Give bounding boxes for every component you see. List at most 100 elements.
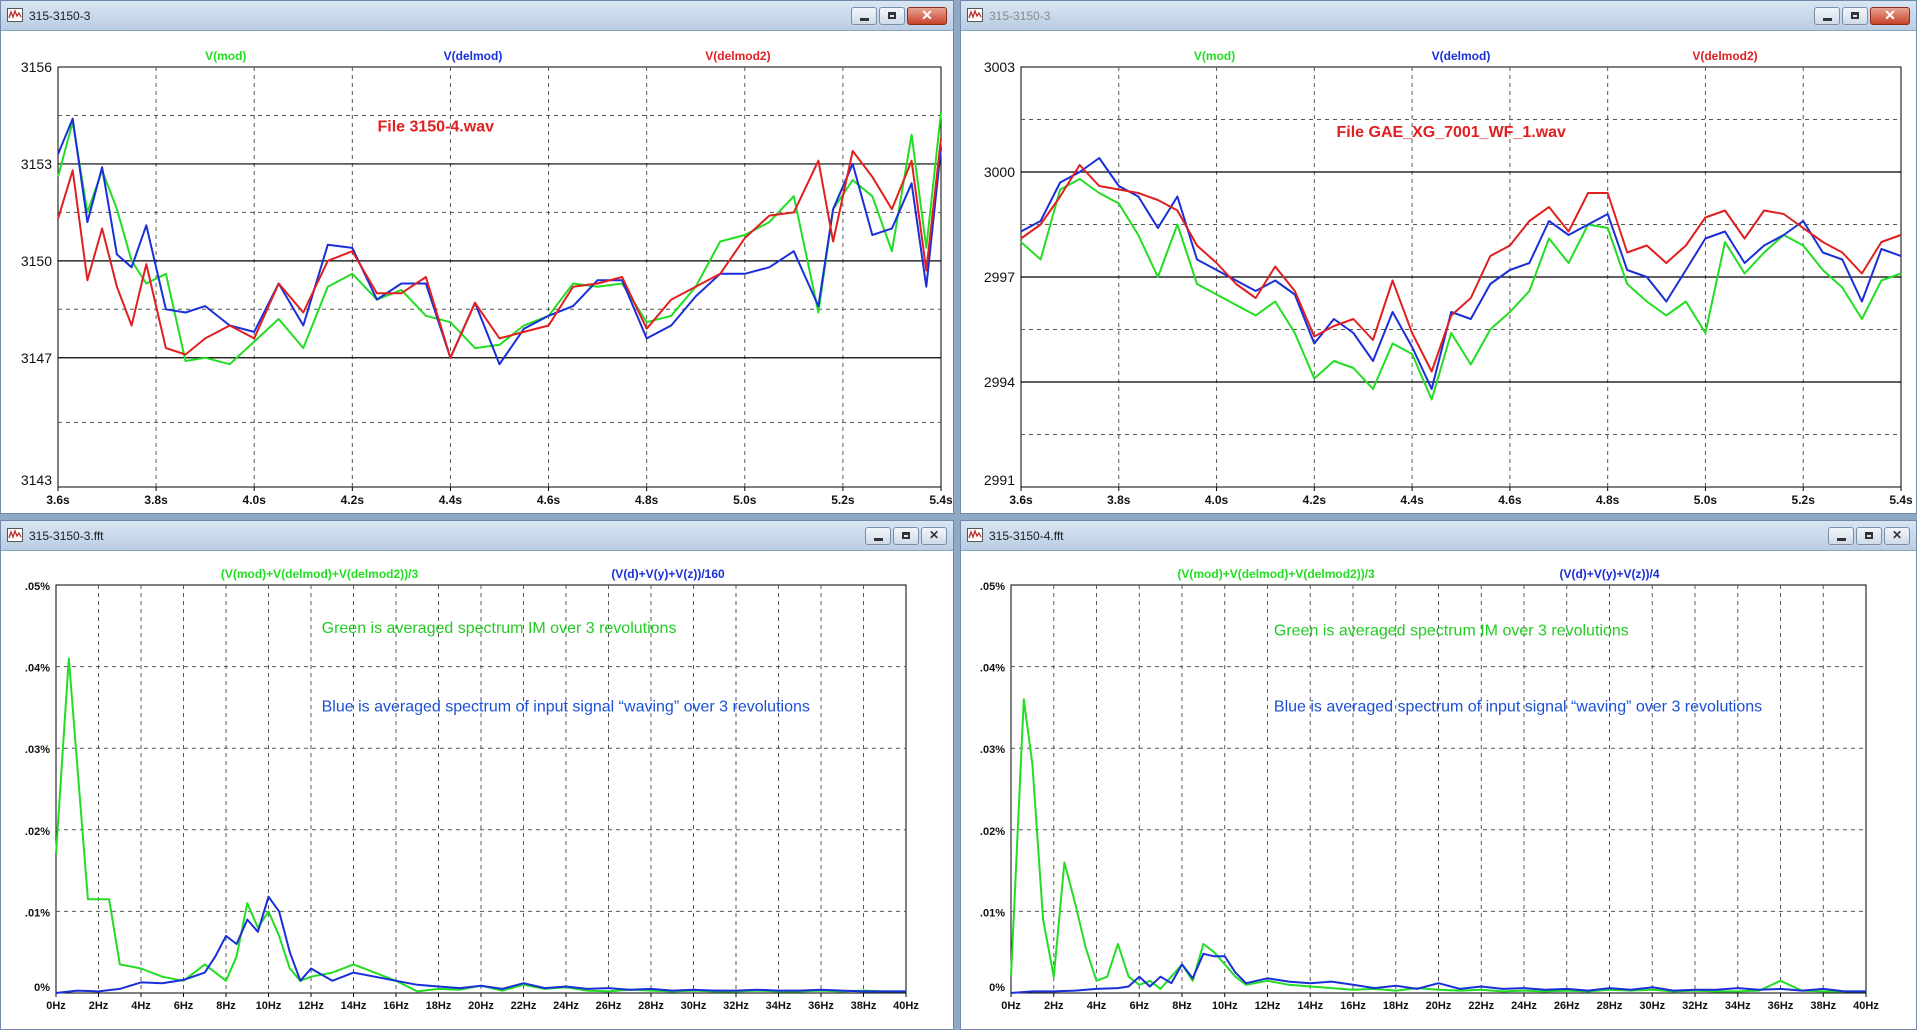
y-tick-label: 0%: [34, 982, 50, 994]
y-tick-label: .01%: [25, 907, 50, 919]
plot-area: [57, 66, 942, 488]
y-tick-label: 3153: [21, 156, 52, 172]
maximize-button[interactable]: [893, 527, 919, 545]
x-tick-label: 12Hz: [298, 1000, 324, 1012]
trace-label[interactable]: (V(d)+V(y)+V(z))/160: [611, 567, 725, 581]
y-tick-label: .05%: [25, 581, 50, 593]
maximize-icon: [902, 532, 910, 539]
x-tick-label: 5.0s: [733, 493, 757, 507]
x-tick-label: 4.0s: [1205, 493, 1229, 507]
x-tick-label: 22Hz: [1468, 1000, 1494, 1012]
series-line-2: [57, 137, 942, 359]
fft-window-1[interactable]: 315-3150-3.fft ✕ 0Hz 2Hz 4Hz 6Hz 8Hz 10Hz 12Hz…: [0, 520, 954, 1030]
x-tick-label: 36Hz: [808, 1000, 834, 1012]
maximize-button[interactable]: [1842, 7, 1868, 25]
close-icon: ✕: [921, 7, 933, 23]
plot-window-2[interactable]: 315-3150-3 ✕ 3.6s 3.8s 4.0s 4.2s 4.4s 4.6s 4.8…: [960, 0, 1917, 514]
x-tick-label: 6Hz: [1129, 1000, 1149, 1012]
close-button[interactable]: ✕: [1884, 527, 1910, 545]
x-tick-label: 4Hz: [1087, 1000, 1107, 1012]
x-tick-label: 20Hz: [468, 1000, 494, 1012]
x-tick-label: 4.4s: [1400, 493, 1424, 507]
trace-label[interactable]: V(delmod2): [705, 49, 770, 63]
fft-plot[interactable]: 0Hz 2Hz 4Hz 6Hz 8Hz 10Hz 12Hz 14Hz 16Hz 18Hz 20Hz 2…: [1, 551, 953, 1029]
x-tick-label: 6Hz: [174, 1000, 194, 1012]
x-tick-label: 2Hz: [89, 1000, 109, 1012]
trace-label[interactable]: V(delmod): [1432, 49, 1491, 63]
annotation-text: File GAE_XG_7001_WF_1.wav: [1336, 124, 1566, 141]
x-tick-label: 8Hz: [1172, 1000, 1192, 1012]
y-tick-label: 0%: [989, 982, 1005, 994]
maximize-icon: [888, 12, 896, 19]
x-tick-label: 3.8s: [144, 493, 168, 507]
x-tick-label: 5.4s: [929, 493, 953, 507]
waveform-icon: [967, 8, 983, 22]
maximize-button[interactable]: [879, 7, 905, 25]
x-tick-label: 18Hz: [1383, 1000, 1409, 1012]
series-line-0: [1020, 178, 1902, 401]
close-button[interactable]: ✕: [907, 7, 947, 25]
x-tick-label: 4.6s: [1498, 493, 1522, 507]
x-tick-label: 22Hz: [511, 1000, 537, 1012]
x-tick-label: 5.2s: [831, 493, 855, 507]
x-tick-label: 38Hz: [1810, 1000, 1836, 1012]
title-bar[interactable]: 315-3150-3.fft ✕: [1, 521, 953, 551]
x-tick-label: 18Hz: [426, 1000, 452, 1012]
maximize-button[interactable]: [1856, 527, 1882, 545]
waveform-plot[interactable]: 3.6s 3.8s 4.0s 4.2s 4.4s 4.6s 4.8s 5.0s 5.2s 5.4s…: [961, 31, 1916, 513]
series-line-1: [1010, 952, 1866, 994]
trace-label[interactable]: V(mod): [1194, 49, 1235, 63]
x-tick-label: 4.8s: [1596, 493, 1620, 507]
minimize-button[interactable]: [1828, 527, 1854, 545]
x-tick-label: 40Hz: [893, 1000, 919, 1012]
x-tick-label: 30Hz: [681, 1000, 707, 1012]
series-line-2: [1020, 164, 1902, 373]
x-tick-label: 12Hz: [1255, 1000, 1281, 1012]
y-tick-label: 3147: [21, 350, 52, 366]
waveform-icon: [967, 528, 983, 542]
trace-label[interactable]: V(delmod2): [1692, 49, 1757, 63]
annotation-text: Blue is averaged spectrum of input signa…: [322, 698, 810, 715]
x-tick-label: 10Hz: [256, 1000, 282, 1012]
minimize-button[interactable]: [851, 7, 877, 25]
trace-label[interactable]: (V(mod)+V(delmod)+V(delmod2))/3: [1177, 567, 1375, 581]
x-tick-label: 0Hz: [1001, 1000, 1021, 1012]
x-tick-label: 8Hz: [216, 1000, 236, 1012]
annotation-text: File 3150-4.wav: [377, 119, 494, 136]
minimize-button[interactable]: [1814, 7, 1840, 25]
close-button[interactable]: ✕: [1870, 7, 1910, 25]
series-line-1: [1020, 157, 1902, 390]
x-tick-label: 40Hz: [1853, 1000, 1879, 1012]
fft-window-2[interactable]: 315-3150-4.fft ✕ 0Hz 2Hz 4Hz 6Hz 8Hz 10Hz 12Hz…: [960, 520, 1917, 1030]
y-tick-label: .02%: [980, 826, 1005, 838]
x-tick-label: 4.8s: [635, 493, 659, 507]
x-tick-label: 36Hz: [1768, 1000, 1794, 1012]
trace-label[interactable]: (V(mod)+V(delmod)+V(delmod2))/3: [221, 567, 419, 581]
y-tick-label: .03%: [980, 744, 1005, 756]
x-tick-label: 4.2s: [341, 493, 365, 507]
title-bar[interactable]: 315-3150-3 ✕: [1, 1, 953, 31]
x-tick-label: 20Hz: [1426, 1000, 1452, 1012]
minimize-icon: [1823, 18, 1832, 21]
fft-plot[interactable]: 0Hz 2Hz 4Hz 6Hz 8Hz 10Hz 12Hz 14Hz 16Hz 18Hz 20Hz 2…: [961, 551, 1916, 1029]
x-tick-label: 0Hz: [46, 1000, 66, 1012]
y-tick-label: .01%: [980, 907, 1005, 919]
title-bar[interactable]: 315-3150-3 ✕: [961, 1, 1916, 31]
x-tick-label: 30Hz: [1639, 1000, 1665, 1012]
minimize-button[interactable]: [865, 527, 891, 545]
title-bar[interactable]: 315-3150-4.fft ✕: [961, 521, 1916, 551]
trace-label[interactable]: V(mod): [205, 49, 246, 63]
series-line-1: [55, 895, 906, 994]
x-tick-label: 4Hz: [131, 1000, 151, 1012]
window-title: 315-3150-3: [989, 9, 1051, 23]
close-button[interactable]: ✕: [921, 527, 947, 545]
y-tick-label: .03%: [25, 744, 50, 756]
trace-label[interactable]: V(delmod): [444, 49, 503, 63]
waveform-plot[interactable]: 3.6s 3.8s 4.0s 4.2s 4.4s 4.6s 4.8s 5.0s 5.2s 5.4s…: [1, 31, 953, 513]
x-tick-label: 3.8s: [1107, 493, 1131, 507]
x-tick-label: 32Hz: [1682, 1000, 1708, 1012]
trace-label[interactable]: (V(d)+V(y)+V(z))/4: [1559, 567, 1659, 581]
plot-window-1[interactable]: 315-3150-3 ✕ 3.6s 3.8s 4.0s 4.2s 4.4s 4.6s 4.8…: [0, 0, 954, 514]
x-tick-label: 16Hz: [1340, 1000, 1366, 1012]
y-tick-label: 3156: [21, 59, 52, 75]
